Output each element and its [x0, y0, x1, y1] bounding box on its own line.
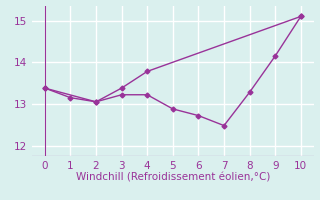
X-axis label: Windchill (Refroidissement éolien,°C): Windchill (Refroidissement éolien,°C)	[76, 172, 270, 182]
